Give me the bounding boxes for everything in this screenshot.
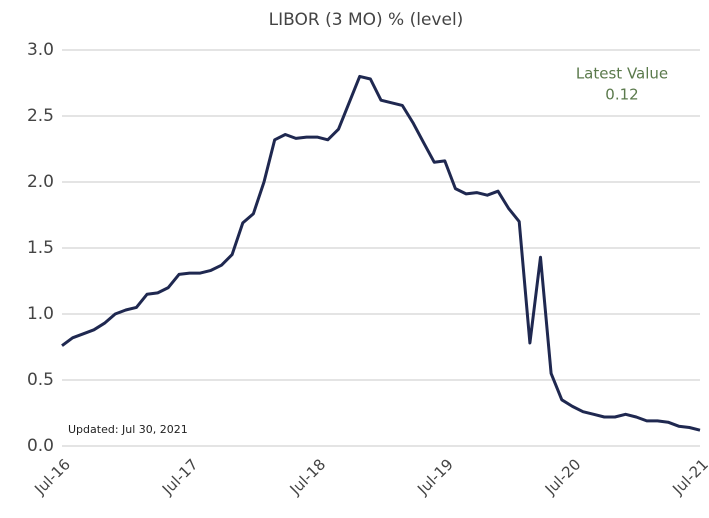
x-tick-label: Jul-19 — [413, 455, 457, 499]
chart-title: LIBOR (3 MO) % (level) — [269, 10, 464, 30]
y-tick-label: 0.0 — [27, 436, 54, 456]
y-tick-label: 2.0 — [27, 172, 54, 192]
y-tick-label: 3.0 — [27, 40, 54, 60]
y-tick-label: 1.0 — [27, 304, 54, 324]
x-tick-label: Jul-20 — [541, 455, 585, 499]
data-line — [61, 74, 701, 432]
latest-value: 0.12 — [605, 86, 638, 104]
y-tick-label: 2.5 — [27, 106, 54, 126]
x-tick-label: Jul-16 — [30, 455, 74, 499]
x-tick-label: Jul-21 — [668, 455, 709, 499]
x-tick-label: Jul-18 — [286, 455, 330, 499]
y-tick-label: 0.5 — [27, 370, 54, 390]
x-tick-label: Jul-17 — [158, 455, 202, 499]
latest-label: Latest Value — [576, 65, 668, 83]
y-tick-label: 1.5 — [27, 238, 54, 258]
updated-note: Updated: Jul 30, 2021 — [68, 423, 188, 436]
